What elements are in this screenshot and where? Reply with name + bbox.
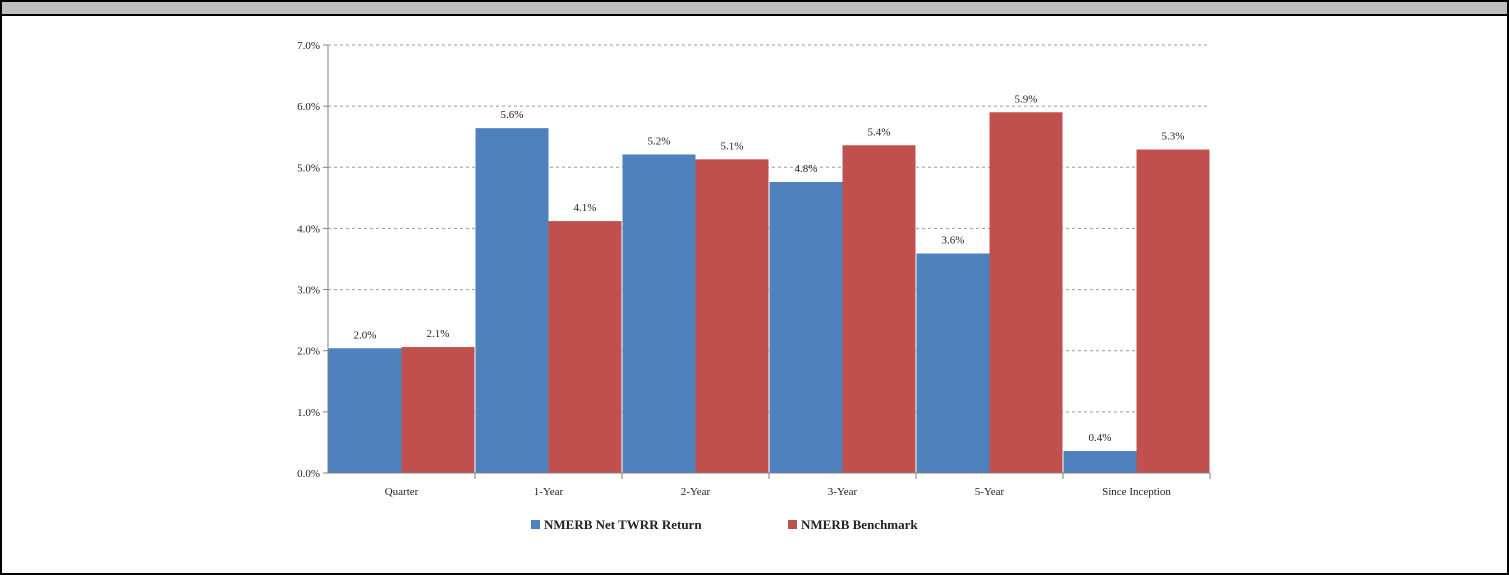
category-label: 2-Year [681,486,711,498]
bar [548,221,622,473]
bar [401,347,475,473]
y-tick-label: 7.0% [297,40,320,52]
legend-label: NMERB Benchmark [801,517,918,532]
labels-layer: 2.0% 2.1% 5.6% 4.1% 5.2% 5.1% 4.8% 5.4% 3.6% 5.9%… [354,93,1185,444]
window-top-band [0,0,1509,16]
y-tick-label: 5.0% [297,162,320,174]
data-label: 4.1% [574,202,597,214]
y-tick-label: 1.0% [297,407,320,419]
data-label: 0.4% [1089,432,1112,444]
legend: NMERB Net TWRR Return NMERB Benchmark [531,517,918,532]
data-label: 4.8% [795,163,818,175]
data-label: 5.6% [501,109,524,121]
bar [622,154,696,473]
bar [1136,149,1210,473]
bars-layer [328,112,1210,473]
data-label: 5.4% [868,126,891,138]
y-tick-label: 2.0% [297,346,320,358]
category-label: Quarter [385,486,419,498]
y-tick-label: 3.0% [297,285,320,297]
data-label: 5.3% [1162,131,1185,143]
bar [916,253,990,473]
y-tick-label: 4.0% [297,223,320,235]
category-label: Since Inception [1102,486,1171,498]
legend-swatch [788,520,797,529]
bar [1063,450,1137,473]
bar [989,112,1063,473]
bar [328,348,402,473]
bar [695,159,769,473]
y-tick-label: 6.0% [297,101,320,113]
data-label: 5.9% [1015,93,1038,105]
y-tick-label: 0.0% [297,468,320,480]
category-label: 3-Year [828,486,858,498]
bar [475,128,549,473]
grid-layer [328,44,1210,413]
data-label: 5.1% [721,140,744,152]
data-label: 5.2% [648,135,671,147]
category-label: 5-Year [975,486,1005,498]
data-label: 2.0% [354,329,377,341]
legend-swatch [531,520,540,529]
bar [842,145,916,473]
data-label: 3.6% [942,234,965,246]
axis-layer: 0.0% 1.0% 2.0% 3.0% 4.0% 5.0% 6.0% 7.0% Quarter 1… [297,40,1211,498]
category-label: 1-Year [534,486,564,498]
legend-label: NMERB Net TWRR Return [544,517,702,532]
data-label: 2.1% [427,328,450,340]
bar [769,181,843,473]
